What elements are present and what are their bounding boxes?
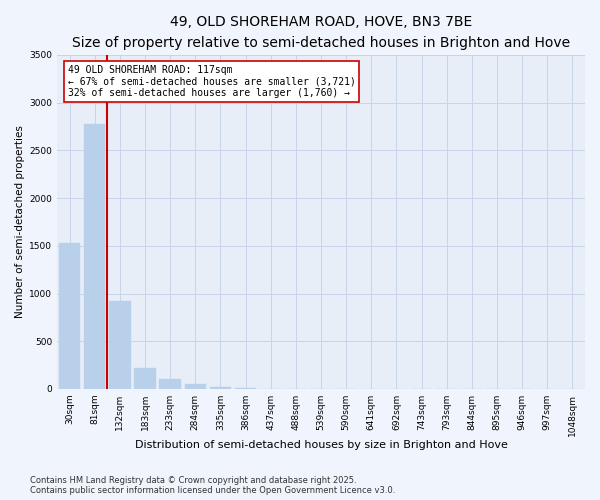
Title: 49, OLD SHOREHAM ROAD, HOVE, BN3 7BE
Size of property relative to semi-detached : 49, OLD SHOREHAM ROAD, HOVE, BN3 7BE Siz… [72,15,570,50]
Y-axis label: Number of semi-detached properties: Number of semi-detached properties [15,126,25,318]
Text: 49 OLD SHOREHAM ROAD: 117sqm
← 67% of semi-detached houses are smaller (3,721)
3: 49 OLD SHOREHAM ROAD: 117sqm ← 67% of se… [68,65,355,98]
X-axis label: Distribution of semi-detached houses by size in Brighton and Hove: Distribution of semi-detached houses by … [134,440,508,450]
Bar [185,384,206,389]
Bar [109,301,131,389]
Text: Contains HM Land Registry data © Crown copyright and database right 2025.
Contai: Contains HM Land Registry data © Crown c… [30,476,395,495]
Bar [160,380,181,389]
Bar [59,243,80,389]
Bar [84,124,106,389]
Bar [134,368,156,389]
Bar [210,387,231,389]
